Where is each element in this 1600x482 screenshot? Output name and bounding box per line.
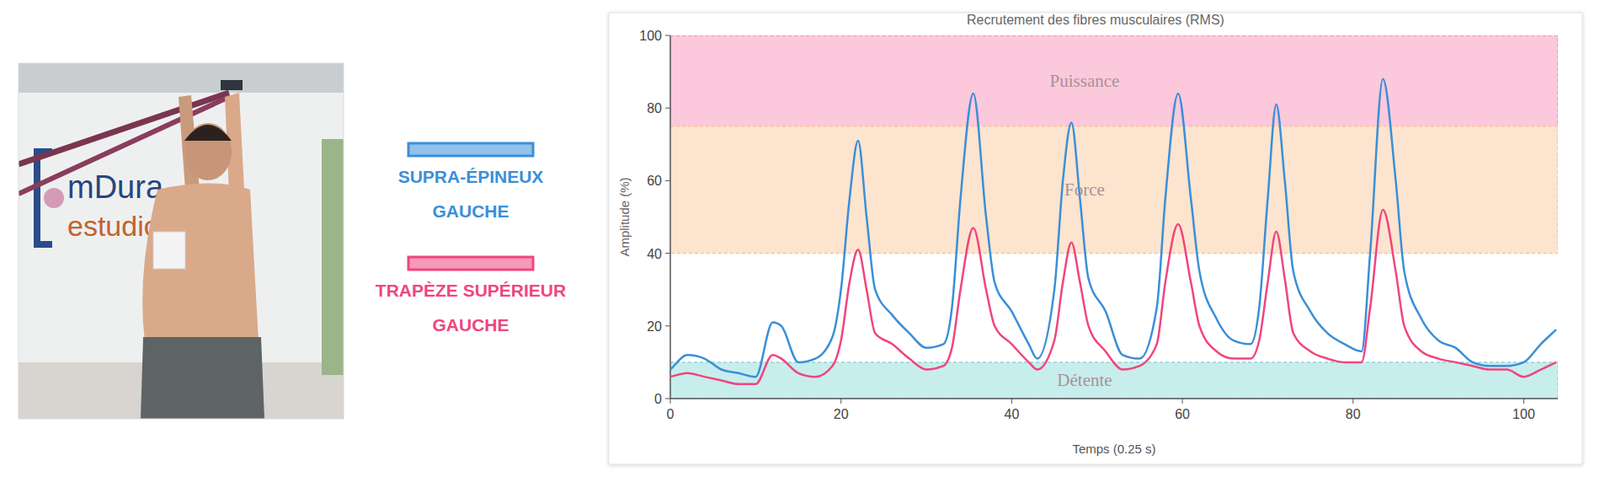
- band: [670, 126, 1558, 254]
- axes: 0 20 40 60 80 100 0 20 40 60 80 100 Temps (0.25 s) Am…: [617, 28, 1558, 456]
- photo-text: estudio: [67, 209, 160, 242]
- y-tick-label: 20: [646, 319, 662, 334]
- y-tick-label: 0: [654, 391, 662, 406]
- band-label: Puissance: [1050, 70, 1120, 91]
- photo-logo-dot: [43, 187, 64, 208]
- photo-shorts: [140, 336, 265, 419]
- x-tick-label: 0: [666, 406, 675, 422]
- band-labels: Puissance Force Détente: [1050, 70, 1120, 391]
- photo-torso: [142, 183, 259, 342]
- legend-label: SUPRA-ÉPINEUX GAUCHE: [398, 166, 544, 221]
- photo-sensor: [153, 231, 186, 269]
- series-line: [670, 209, 1557, 384]
- x-axis-line: [670, 397, 1558, 400]
- band: [670, 362, 1558, 399]
- y-tick-label: 40: [646, 246, 662, 262]
- x-tick: [1011, 398, 1013, 404]
- x-tick: [840, 398, 842, 404]
- photo: mDura estudio: [18, 63, 344, 419]
- band-label: Force: [1064, 179, 1105, 200]
- legend-swatch: [408, 143, 534, 156]
- y-tick: [665, 180, 671, 182]
- chart-frame: [608, 12, 1583, 464]
- photo-hair: [184, 124, 232, 141]
- chart-title: Recrutement des fibres musculaires (RMS): [966, 12, 1225, 27]
- y-tick: [665, 398, 671, 400]
- x-axis-title: Temps (0.25 s): [1072, 441, 1156, 456]
- legend-label-line: GAUCHE: [432, 201, 509, 221]
- x-tick-label: 100: [1512, 406, 1536, 422]
- y-axis-title: Amplitude (%): [617, 176, 632, 256]
- legend: SUPRA-ÉPINEUX GAUCHE TRAPÈZE SUPÉRIEUR GAUC…: [375, 143, 566, 335]
- bands: [670, 35, 1558, 399]
- x-tick-label: 60: [1174, 406, 1190, 422]
- band-label: Détente: [1056, 369, 1112, 390]
- y-axis-line: [669, 35, 672, 399]
- y-tick-label: 60: [646, 173, 662, 188]
- x-tick: [1352, 398, 1354, 404]
- x-tick-label: 40: [1003, 406, 1019, 422]
- photo-border: [18, 63, 344, 419]
- photo-watch: [220, 80, 243, 91]
- legend-swatch: [408, 256, 534, 270]
- y-tick: [665, 107, 671, 109]
- y-tick: [665, 325, 671, 326]
- photo-head: [184, 122, 232, 181]
- legend-label-line: SUPRA-ÉPINEUX: [398, 166, 544, 187]
- x-tick-label: 20: [833, 406, 849, 422]
- photo-ceiling: [18, 63, 344, 93]
- x-tick: [1523, 398, 1525, 404]
- y-tick: [665, 35, 671, 37]
- series-line: [670, 79, 1557, 377]
- y-tick-label: 80: [646, 101, 662, 116]
- legend-label: TRAPÈZE SUPÉRIEUR GAUCHE: [375, 280, 566, 335]
- photo-plant: [321, 138, 344, 375]
- page: mDuraestudioSUPRA-ÉPINEUXGAUCHETRAPÈZE S…: [0, 0, 1600, 482]
- band: [670, 35, 1558, 127]
- y-tick: [665, 252, 671, 254]
- x-tick: [670, 398, 672, 404]
- legend-label-line: GAUCHE: [432, 314, 509, 335]
- y-tick-label: 100: [639, 28, 662, 43]
- lines: [670, 79, 1557, 384]
- legend-label-line: TRAPÈZE SUPÉRIEUR: [375, 280, 566, 300]
- x-tick-label: 80: [1345, 406, 1361, 422]
- x-tick: [1182, 398, 1184, 404]
- photo-text: mDura: [67, 169, 165, 205]
- photo-wall: [18, 63, 344, 419]
